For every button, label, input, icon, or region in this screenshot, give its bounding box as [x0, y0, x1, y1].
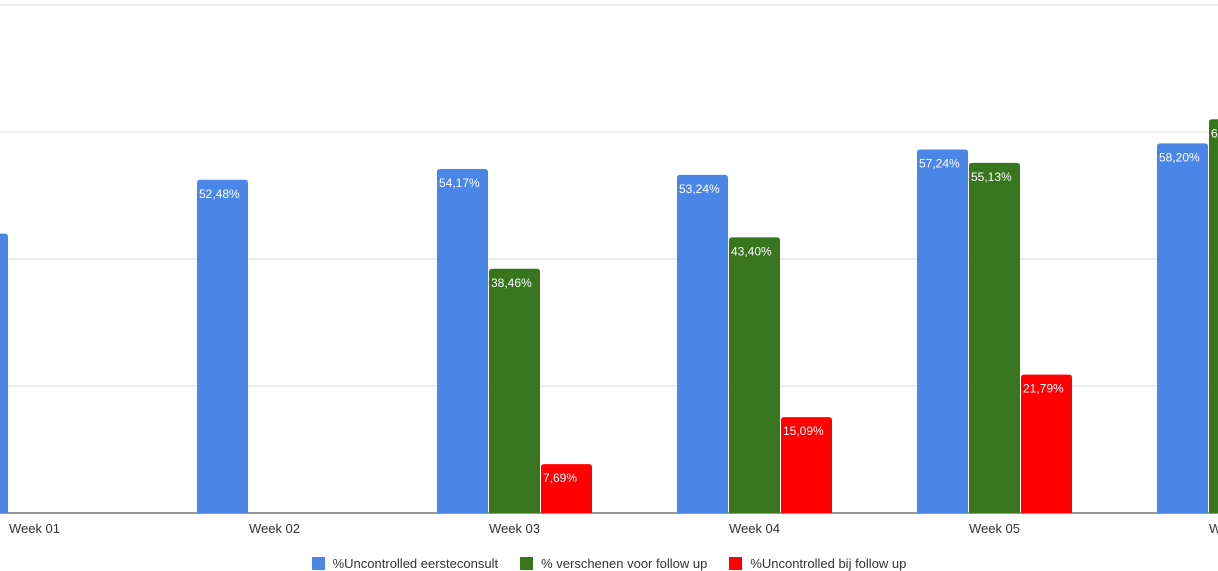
legend-label: % verschenen voor follow up	[541, 556, 708, 571]
bar	[541, 464, 592, 513]
bar	[437, 169, 488, 513]
data-label: 53,24%	[679, 182, 720, 196]
legend-item: % verschenen voor follow up	[520, 556, 707, 571]
x-tick-label: Week 01	[9, 521, 60, 536]
bar	[969, 162, 1020, 513]
bars	[0, 119, 1218, 513]
legend-item: %Uncontrolled bij follow up	[729, 556, 906, 571]
bar	[677, 174, 728, 513]
x-tick-label: Week 03	[489, 521, 540, 536]
bar	[917, 149, 968, 513]
legend-label: %Uncontrolled bij follow up	[750, 556, 907, 571]
bar	[1021, 374, 1072, 513]
bar	[781, 417, 832, 513]
legend-item: %Uncontrolled eersteconsult	[311, 556, 499, 571]
x-tick-labels: Week 01 Week 02 Week 03 Week 04 Week 05 Week …	[9, 521, 1218, 536]
data-label: 43,40%	[731, 244, 772, 258]
bar	[0, 233, 8, 513]
bar	[729, 237, 780, 513]
legend: %Uncontrolled eersteconsult % verschenen …	[0, 556, 1218, 571]
data-label: 54,17%	[439, 176, 480, 190]
data-label: 52,48%	[199, 187, 240, 201]
legend-swatch	[729, 557, 743, 570]
data-label: 58,20%	[1159, 150, 1200, 164]
x-tick-label: Week 02	[249, 521, 300, 536]
legend-swatch	[311, 557, 325, 570]
data-label: 6	[1211, 126, 1218, 140]
data-label: 57,24%	[919, 157, 960, 171]
x-tick-label: Week 05	[969, 521, 1020, 536]
data-label: 7,69%	[543, 471, 577, 485]
data-label: 21,79%	[1023, 382, 1064, 396]
data-labels: %52,48%54,17%53,24%57,24%58,20%38,46%43,…	[199, 126, 1218, 485]
data-label: 38,46%	[491, 276, 532, 290]
bar	[489, 268, 540, 513]
x-tick-label: Week 06	[1209, 521, 1218, 536]
bar-chart: %52,48%54,17%53,24%57,24%58,20%38,46%43,…	[0, 4, 1218, 536]
bar	[197, 179, 248, 513]
bar	[1209, 119, 1218, 513]
data-label: 55,13%	[971, 170, 1012, 184]
legend-label: %Uncontrolled eersteconsult	[332, 556, 499, 571]
legend-swatch	[520, 557, 534, 570]
bar	[1157, 143, 1208, 513]
data-label: 15,09%	[783, 424, 824, 438]
x-tick-label: Week 04	[729, 521, 780, 536]
